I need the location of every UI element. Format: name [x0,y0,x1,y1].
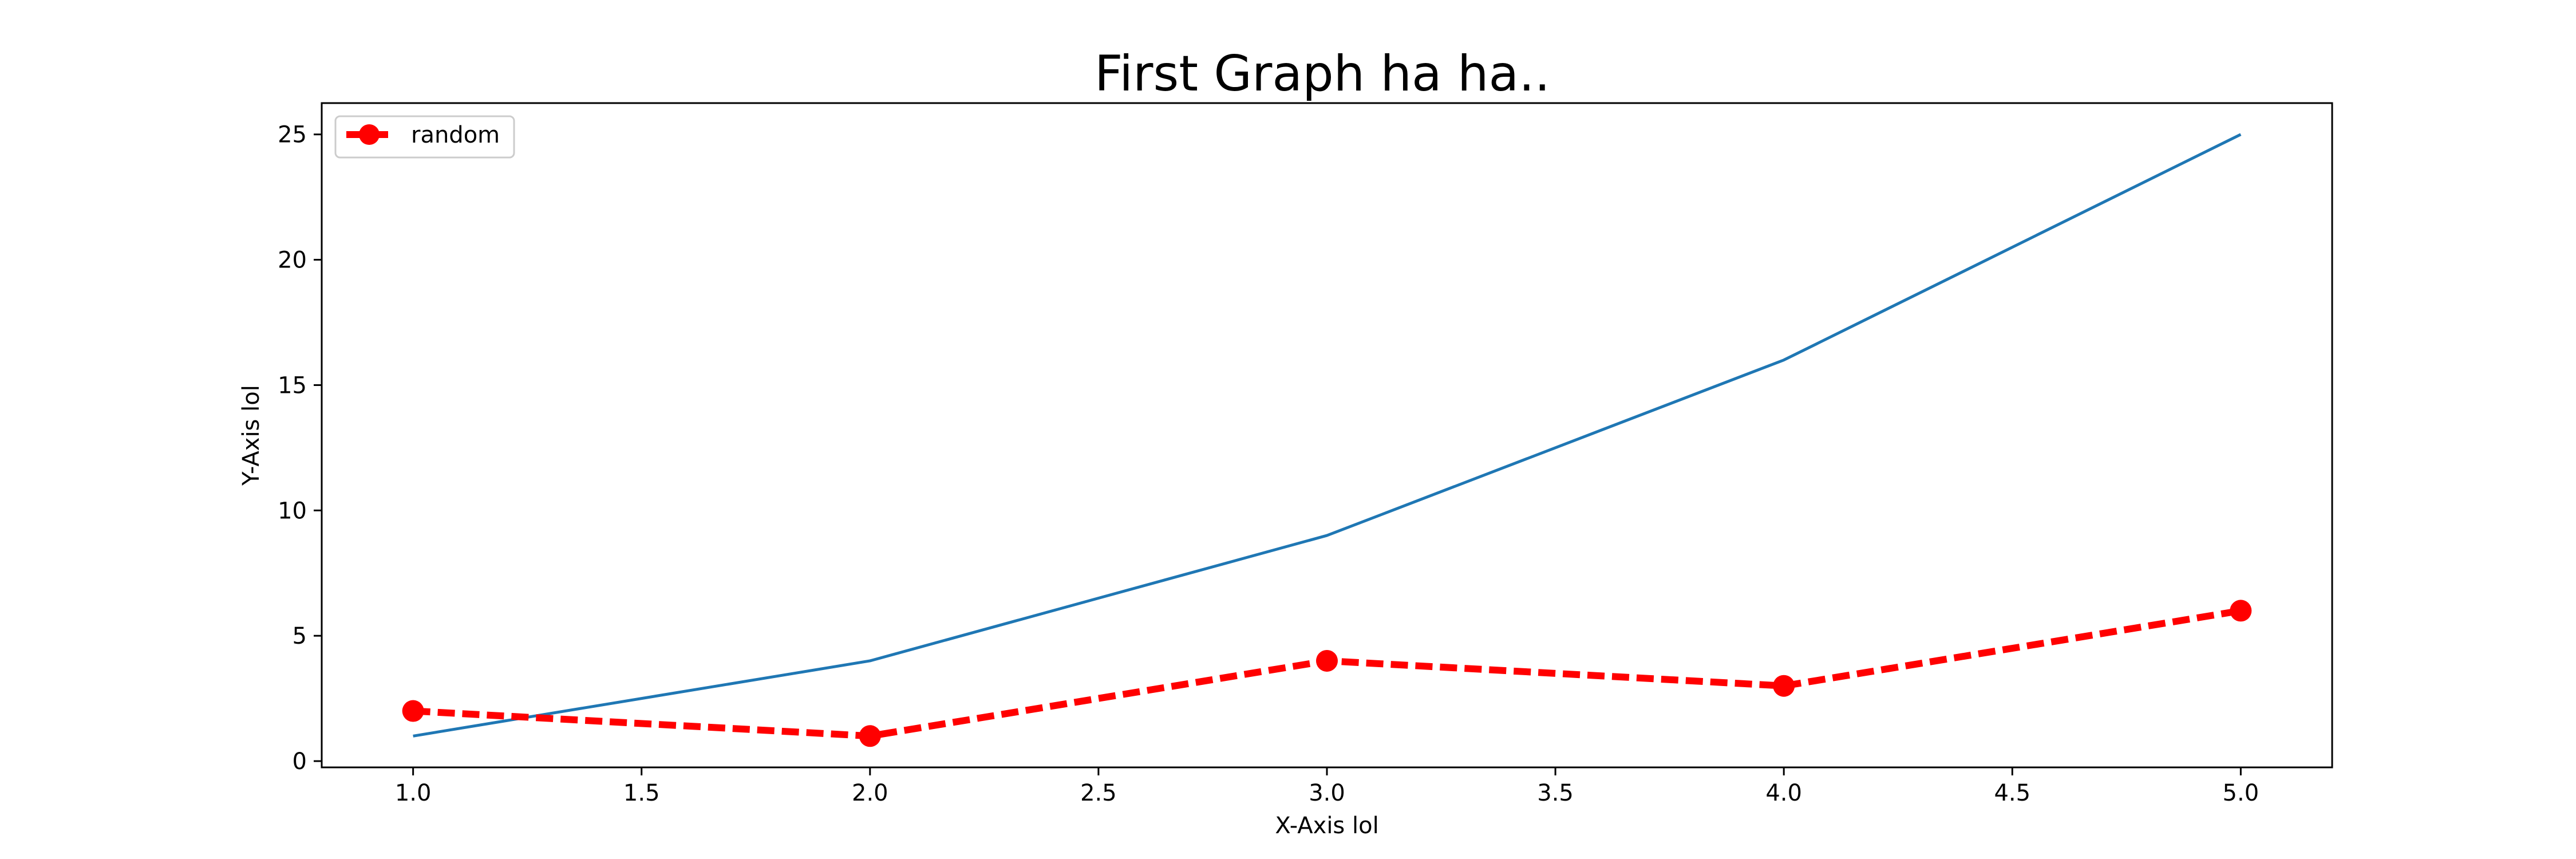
series-line-1 [413,133,2242,738]
series-line-2 [413,607,2242,740]
legend-label: random [411,122,500,148]
x-tick-label: 2.5 [1080,780,1117,806]
series-point [2230,600,2252,622]
y-tick-label: 15 [278,372,307,399]
chart-title: First Graph ha ha.. [1095,45,1550,103]
legend-marker [359,124,380,145]
x-tick-label: 2.0 [852,780,888,806]
y-axis-ticks: 0 5 10 15 20 25 [278,122,322,775]
x-tick-label: 1.5 [623,780,660,806]
y-tick-label: 20 [278,247,307,274]
legend-box [334,115,515,159]
series-layer [402,133,2252,747]
x-tick-label: 4.0 [1765,780,1802,806]
x-tick-label: 3.5 [1537,780,1574,806]
y-tick-label: 0 [293,748,307,775]
series-point [1316,649,1338,672]
y-tick-label: 5 [293,623,307,649]
x-tick-label: 5.0 [2223,780,2259,806]
legend: random [334,115,515,159]
series-point [859,725,881,747]
series-point [402,700,424,722]
y-axis-label: Y-Axis lol [238,385,264,486]
y-tick-label: 10 [278,498,307,524]
x-tick-label: 1.0 [395,780,432,806]
x-tick-label: 4.5 [1994,780,2030,806]
x-axis-ticks: 1.0 1.5 2.0 2.5 3.0 3.5 4.0 4.5 5.0 [395,767,2259,806]
x-axis-label: X-Axis lol [1275,813,1378,839]
x-tick-label: 3.0 [1309,780,1345,806]
series-point [1773,675,1795,697]
y-tick-label: 25 [278,122,307,148]
